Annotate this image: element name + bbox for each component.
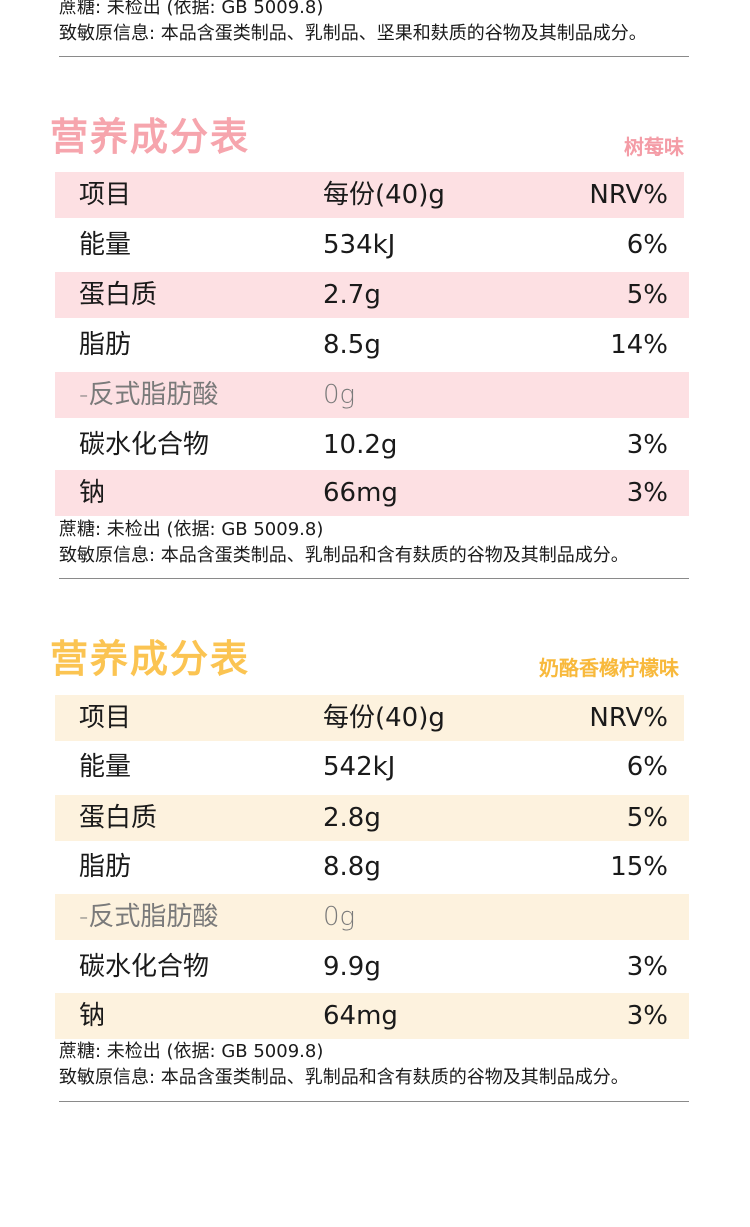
- table-row: 能量 534kJ 6%: [55, 222, 689, 268]
- header-item: 项目: [79, 180, 132, 210]
- header-item: 项目: [79, 703, 132, 733]
- nutrient-name: 脂肪: [79, 330, 132, 360]
- nutrient-nrv: 5%: [626, 280, 668, 310]
- header-nrv: NRV%: [589, 180, 668, 210]
- nutrient-amount: 8.5g: [323, 330, 381, 360]
- nutrient-nrv: 14%: [610, 330, 668, 360]
- nutrient-amount: 2.7g: [323, 280, 381, 310]
- nutrient-amount: 2.8g: [323, 803, 381, 833]
- nutrient-amount: 0g: [323, 902, 356, 932]
- nutrient-name: 能量: [79, 752, 132, 782]
- nutrient-nrv: 3%: [626, 952, 668, 982]
- nutrient-amount: 10.2g: [323, 430, 398, 460]
- flavor-label: 奶酪香橼柠檬味: [539, 656, 679, 680]
- section-title: 营养成分表: [50, 115, 251, 159]
- sucrose-note: 蔗糖: 未检出 (依据: GB 5009.8): [59, 1041, 324, 1062]
- table-row: 脂肪 8.8g 15%: [55, 844, 689, 890]
- nutrient-nrv: 3%: [626, 478, 668, 508]
- allergen-note: 致敏原信息: 本品含蛋类制品、乳制品和含有麸质的谷物及其制品成分。: [59, 1067, 629, 1088]
- nutrient-nrv: 3%: [626, 1001, 668, 1031]
- nutrient-nrv: 6%: [626, 752, 668, 782]
- nutrient-nrv: 6%: [626, 230, 668, 260]
- divider: [59, 1101, 689, 1102]
- nutrient-nrv: 5%: [626, 803, 668, 833]
- nutrient-name: 碳水化合物: [79, 952, 210, 982]
- nutrient-nrv: 15%: [610, 852, 668, 882]
- nutrient-name: 碳水化合物: [79, 430, 210, 460]
- table-row: 脂肪 8.5g 14%: [55, 322, 689, 368]
- nutrient-amount: 534kJ: [323, 230, 396, 260]
- header-per-serving: 每份(40)g: [323, 180, 445, 210]
- nutrient-name: 能量: [79, 230, 132, 260]
- table-row: 蛋白质 2.8g 5%: [55, 795, 689, 841]
- divider: [59, 56, 689, 57]
- nutrient-name: 脂肪: [79, 852, 132, 882]
- section-title: 营养成分表: [50, 637, 251, 681]
- nutrient-amount: 8.8g: [323, 852, 381, 882]
- nutrient-name: -反式脂肪酸: [79, 902, 219, 932]
- nutrient-amount: 542kJ: [323, 752, 396, 782]
- nutrient-name: 蛋白质: [79, 803, 158, 833]
- divider: [59, 578, 689, 579]
- nutrient-amount: 64mg: [323, 1001, 398, 1031]
- nutrient-amount: 0g: [323, 380, 356, 410]
- nutrient-name: 钠: [79, 478, 106, 508]
- table-header-row: 项目 每份(40)g NRV%: [55, 695, 684, 741]
- sucrose-note: 蔗糖: 未检出 (依据: GB 5009.8): [59, 0, 324, 18]
- allergen-note: 致敏原信息: 本品含蛋类制品、乳制品和含有麸质的谷物及其制品成分。: [59, 545, 629, 566]
- table-row: 蛋白质 2.7g 5%: [55, 272, 689, 318]
- table-row: 能量 542kJ 6%: [55, 744, 689, 790]
- nutrient-amount: 66mg: [323, 478, 398, 508]
- nutrient-name: 钠: [79, 1001, 106, 1031]
- table-row: 钠 64mg 3%: [55, 993, 689, 1039]
- nutrient-nrv: 3%: [626, 430, 668, 460]
- table-row: 钠 66mg 3%: [55, 470, 689, 516]
- sucrose-note: 蔗糖: 未检出 (依据: GB 5009.8): [59, 519, 324, 540]
- header-nrv: NRV%: [589, 703, 668, 733]
- nutrient-name: 蛋白质: [79, 280, 158, 310]
- nutrient-name: -反式脂肪酸: [79, 380, 219, 410]
- flavor-label: 树莓味: [624, 135, 684, 159]
- table-header-row: 项目 每份(40)g NRV%: [55, 172, 684, 218]
- table-row: 碳水化合物 10.2g 3%: [55, 422, 689, 468]
- table-row: -反式脂肪酸 0g: [55, 894, 689, 940]
- allergen-note: 致敏原信息: 本品含蛋类制品、乳制品、坚果和麸质的谷物及其制品成分。: [59, 23, 647, 44]
- table-row: 碳水化合物 9.9g 3%: [55, 944, 689, 990]
- nutrient-amount: 9.9g: [323, 952, 381, 982]
- header-per-serving: 每份(40)g: [323, 703, 445, 733]
- table-row: -反式脂肪酸 0g: [55, 372, 689, 418]
